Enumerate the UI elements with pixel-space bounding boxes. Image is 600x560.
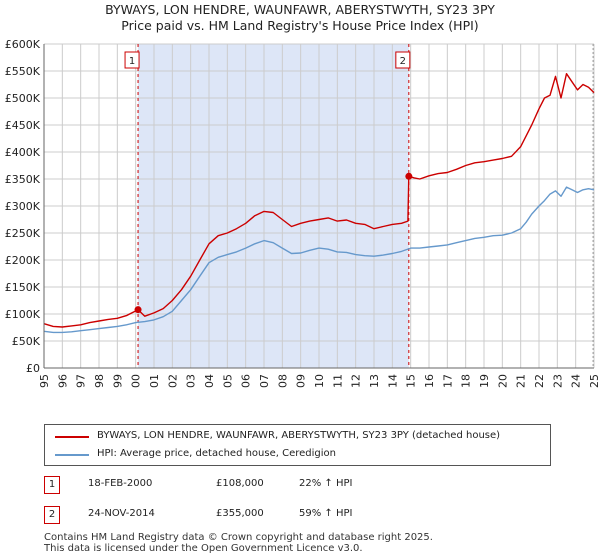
- y-tick-label: £250K: [5, 227, 41, 240]
- x-tick-label: 2000: [130, 374, 143, 388]
- y-tick-label: £0: [26, 362, 40, 375]
- legend-label-hpi: HPI: Average price, detached house, Cere…: [97, 448, 336, 459]
- y-tick-label: £400K: [5, 146, 41, 159]
- sale-marker-badge: 2: [44, 506, 60, 524]
- x-tick-label: 2002: [166, 374, 179, 388]
- y-tick-label: £600K: [5, 38, 41, 51]
- y-tick-label: £300K: [5, 200, 41, 213]
- legend-label-property: BYWAYS, LON HENDRE, WAUNFAWR, ABERYSTWYT…: [97, 430, 501, 441]
- sale-point: [134, 306, 142, 314]
- x-tick-label: 2010: [313, 374, 326, 388]
- sale-number-label: 1: [129, 56, 135, 67]
- x-tick-label: 2025: [588, 374, 600, 388]
- y-tick-label: £200K: [5, 254, 41, 267]
- x-tick-label: 2009: [295, 374, 308, 388]
- footer-copyright: Contains HM Land Registry data © Crown c…: [44, 532, 433, 543]
- x-tick-label: 2003: [185, 374, 198, 388]
- x-tick-label: 2001: [148, 374, 161, 388]
- x-tick-label: 2004: [203, 374, 216, 388]
- x-tick-label: 1999: [111, 374, 124, 388]
- y-tick-label: £350K: [5, 173, 41, 186]
- sale-number-label: 2: [400, 56, 406, 67]
- x-tick-label: 2018: [460, 374, 473, 388]
- sale-marker-badge: 1: [44, 476, 60, 494]
- x-tick-label: 2022: [533, 374, 546, 388]
- x-tick-label: 2007: [258, 374, 271, 388]
- x-tick-label: 1995: [38, 374, 51, 388]
- x-tick-label: 2013: [368, 374, 381, 388]
- y-tick-label: £150K: [5, 281, 41, 294]
- x-tick-label: 2019: [478, 374, 491, 388]
- sale-price: £355,000: [216, 508, 264, 519]
- x-tick-label: 1998: [93, 374, 106, 388]
- sale-date: 24-NOV-2014: [88, 508, 155, 519]
- x-tick-label: 2016: [423, 374, 436, 388]
- sale-hpi-change: 59% ↑ HPI: [299, 508, 353, 519]
- sale-number-box: [395, 51, 411, 69]
- y-tick-label: £450K: [5, 119, 41, 132]
- y-tick-label: £100K: [5, 308, 41, 321]
- hpi-line: [43, 186, 595, 334]
- footer-licence: This data is licensed under the Open Gov…: [44, 543, 363, 554]
- x-tick-label: 2015: [405, 374, 418, 388]
- x-tick-label: 2017: [441, 374, 454, 388]
- x-tick-label: 2008: [276, 374, 289, 388]
- x-tick-label: 2012: [350, 374, 363, 388]
- x-tick-label: 2014: [386, 374, 399, 388]
- x-tick-label: 1996: [56, 374, 69, 388]
- chart-subtitle: Price paid vs. HM Land Registry's House …: [121, 18, 479, 33]
- y-tick-label: £50K: [12, 335, 41, 348]
- x-tick-label: 2023: [551, 374, 564, 388]
- x-tick-label: 2021: [515, 374, 528, 388]
- x-tick-label: 1997: [75, 374, 88, 388]
- legend-swatch-property: [55, 436, 89, 438]
- x-tick-label: 2006: [240, 374, 253, 388]
- sale-hpi-change: 22% ↑ HPI: [299, 478, 353, 489]
- x-tick-label: 2005: [221, 374, 234, 388]
- y-tick-label: £500K: [5, 92, 41, 105]
- sale-price: £108,000: [216, 478, 264, 489]
- x-tick-label: 2020: [496, 374, 509, 388]
- x-tick-label: 2011: [331, 374, 344, 388]
- chart-title: BYWAYS, LON HENDRE, WAUNFAWR, ABERYSTWYT…: [105, 2, 495, 17]
- y-tick-label: £550K: [5, 65, 41, 78]
- sale-number-box: [124, 51, 140, 69]
- legend: BYWAYS, LON HENDRE, WAUNFAWR, ABERYSTWYT…: [44, 424, 551, 466]
- price-chart: £0 £50K £100K £150K £200K £250K £300K £350K £400…: [5, 38, 600, 388]
- sale-point: [405, 172, 413, 180]
- x-tick-label: 2024: [570, 374, 583, 388]
- sale-date: 18-FEB-2000: [88, 478, 153, 489]
- legend-swatch-hpi: [55, 454, 89, 456]
- property-price-line: [43, 73, 595, 328]
